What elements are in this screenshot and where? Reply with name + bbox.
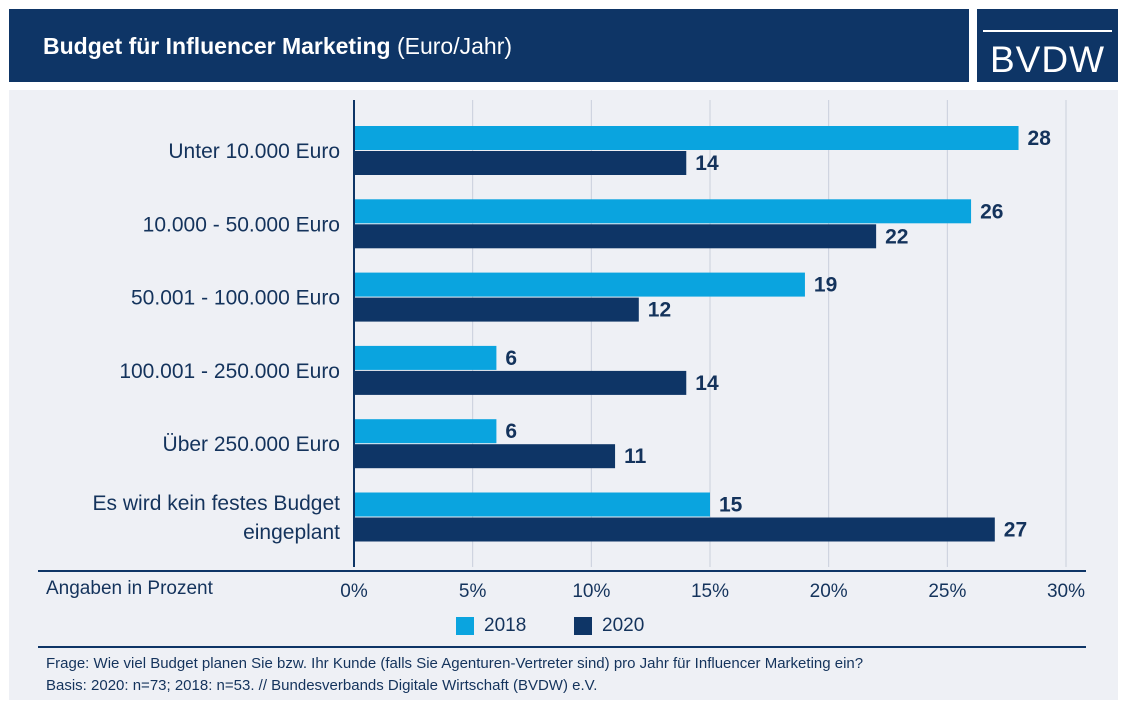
bar-2018-4 bbox=[354, 419, 497, 444]
x-tick-label-20: 20% bbox=[810, 581, 848, 602]
category-label-0: Unter 10.000 Euro bbox=[168, 140, 340, 163]
logo-line bbox=[983, 30, 1112, 32]
chart-title-main: Budget für Influencer Marketing bbox=[43, 33, 391, 59]
legend-swatch-2018 bbox=[456, 617, 474, 635]
legend-swatch-2020 bbox=[574, 617, 592, 635]
x-tick-label-15: 15% bbox=[691, 581, 729, 602]
value-label-2020-5: 27 bbox=[1004, 519, 1027, 542]
bar-2020-2 bbox=[354, 297, 639, 322]
chart-title: Budget für Influencer Marketing (Euro/Ja… bbox=[43, 33, 512, 60]
x-tick-label-10: 10% bbox=[572, 581, 610, 602]
footer-basis: Basis: 2020: n=73; 2018: n=53. // Bundes… bbox=[46, 677, 598, 694]
value-label-2020-4: 11 bbox=[624, 445, 647, 468]
legend: 2018 2020 bbox=[0, 615, 1127, 641]
x-tick-label-5: 5% bbox=[459, 581, 487, 602]
category-label-5-line-1: eingeplant bbox=[243, 521, 340, 544]
legend-item-2020: 2020 bbox=[574, 615, 644, 637]
category-label-5-line-0: Es wird kein festes Budget bbox=[93, 492, 341, 515]
question-label: Frage: bbox=[46, 655, 90, 672]
value-label-2020-0: 14 bbox=[695, 152, 719, 175]
category-label-2: 50.001 - 100.000 Euro bbox=[131, 287, 340, 310]
bar-2018-2 bbox=[354, 272, 805, 297]
legend-item-2018: 2018 bbox=[456, 615, 526, 637]
x-tick-label-0: 0% bbox=[340, 581, 368, 602]
bar-2018-0 bbox=[354, 126, 1019, 150]
value-label-2020-2: 12 bbox=[648, 299, 671, 322]
footer-question: Frage: Wie viel Budget planen Sie bzw. I… bbox=[46, 655, 863, 672]
axis-unit-note: Angaben in Prozent bbox=[46, 578, 213, 599]
x-tick-label-30: 30% bbox=[1047, 581, 1085, 602]
header-bar: Budget für Influencer Marketing (Euro/Ja… bbox=[9, 9, 969, 82]
chart-title-unit: (Euro/Jahr) bbox=[396, 33, 513, 59]
legend-label-2020: 2020 bbox=[602, 615, 645, 636]
bar-2020-1 bbox=[354, 224, 877, 249]
value-label-2018-3: 6 bbox=[505, 347, 517, 370]
logo-text: BVDW bbox=[990, 39, 1105, 80]
value-label-2018-4: 6 bbox=[505, 420, 517, 443]
question-text: Wie viel Budget planen Sie bzw. Ihr Kund… bbox=[93, 655, 864, 672]
bar-2018-1 bbox=[354, 199, 972, 224]
value-label-2018-5: 15 bbox=[719, 494, 743, 517]
value-label-2018-0: 28 bbox=[1028, 127, 1052, 150]
bar-2018-5 bbox=[354, 492, 710, 517]
bvdw-logo: BVDW bbox=[977, 9, 1118, 82]
bar-chart: 28 14 Unter 10.000 Euro 26 22 10.000 - 50.000… bbox=[93, 100, 1085, 602]
bar-2020-3 bbox=[354, 370, 687, 395]
legend-label-2018: 2018 bbox=[484, 615, 527, 636]
value-label-2018-2: 19 bbox=[814, 274, 837, 297]
footer-separator-line bbox=[38, 646, 1086, 648]
chart-panel bbox=[9, 90, 1118, 700]
value-label-2020-1: 22 bbox=[885, 225, 908, 248]
bar-2020-0 bbox=[354, 151, 687, 175]
category-label-4: Über 250.000 Euro bbox=[163, 433, 340, 456]
category-label-3: 100.001 - 250.000 Euro bbox=[119, 360, 340, 383]
value-label-2020-3: 14 bbox=[695, 372, 719, 395]
bar-2018-3 bbox=[354, 345, 497, 370]
bar-2020-4 bbox=[354, 444, 616, 469]
value-label-2018-1: 26 bbox=[980, 200, 1003, 223]
bar-2020-5 bbox=[354, 517, 995, 542]
axis-separator-line bbox=[38, 570, 1086, 572]
category-label-1: 10.000 - 50.000 Euro bbox=[143, 213, 340, 236]
x-tick-label-25: 25% bbox=[928, 581, 966, 602]
